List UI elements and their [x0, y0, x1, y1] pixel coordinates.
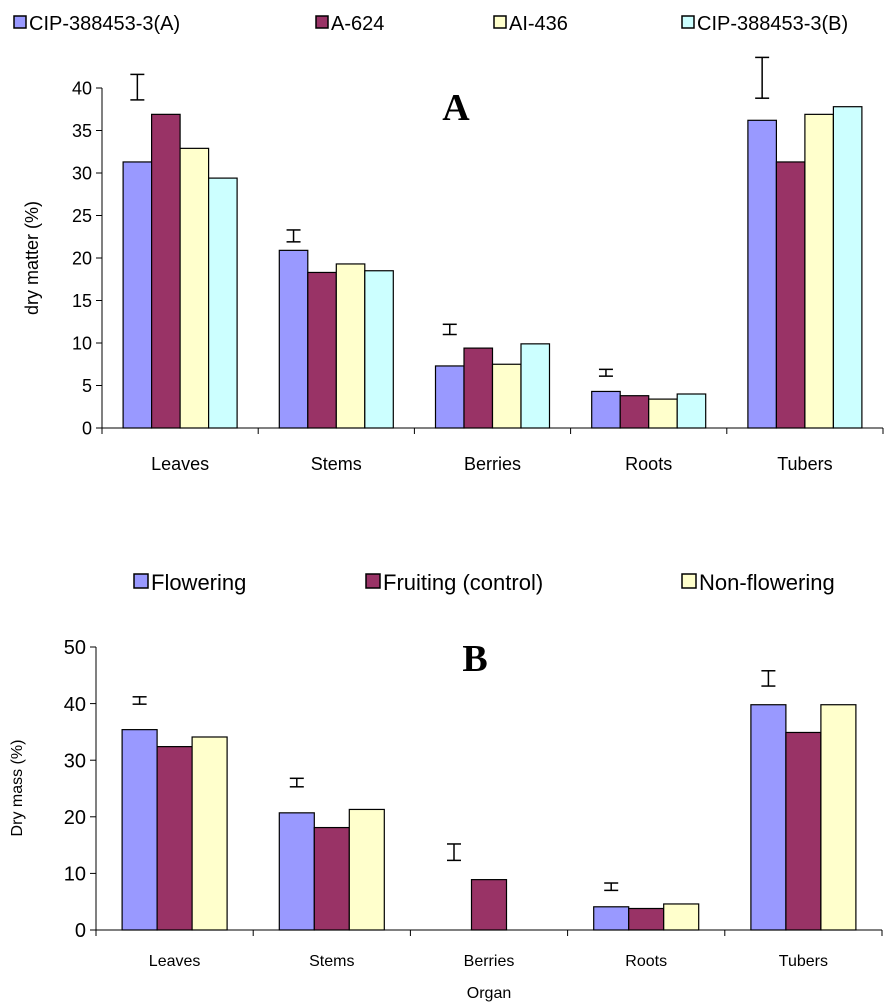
bar [775, 161, 806, 429]
x-tick-label: Tubers [777, 454, 832, 474]
legend-label: CIP-388453-3(B) [697, 13, 848, 35]
legend-swatch [681, 573, 697, 589]
bar [278, 249, 309, 429]
bar [750, 704, 787, 931]
bar [591, 390, 621, 429]
legend-label: Non-flowering [699, 570, 835, 595]
bar [278, 812, 315, 931]
bar [121, 729, 158, 931]
bar [151, 113, 181, 429]
x-tick-label: Leaves [149, 953, 201, 970]
legend-label: AI-436 [509, 13, 568, 35]
y-tick-label: 40 [64, 694, 86, 716]
bar [785, 731, 822, 931]
y-tick-label: 20 [72, 248, 92, 268]
bar [820, 704, 857, 931]
y-tick-label: 25 [72, 206, 92, 226]
y-tick-label: 30 [72, 163, 92, 183]
x-tick-label: Stems [309, 953, 354, 970]
chart-panel-a: CIP-388453-3(A) A-624 AI-436 CIP-388453-3(B… [13, 13, 884, 474]
bar [364, 270, 394, 429]
legend-label: CIP-388453-3(A) [29, 13, 180, 35]
panel-label: B [462, 638, 487, 680]
legend-label: A-624 [331, 13, 384, 35]
legend-label: Flowering [151, 570, 246, 595]
bar [747, 119, 778, 429]
x-tick-label: Berries [464, 953, 515, 970]
bar [122, 161, 153, 429]
x-tick-label: Stems [311, 454, 362, 474]
bar [648, 398, 678, 429]
y-tick-label: 35 [72, 121, 92, 141]
legend-swatch [493, 15, 507, 29]
x-tick-label: Tubers [779, 953, 828, 970]
bar [676, 393, 707, 429]
y-axis-label: Dry mass (%) [9, 740, 26, 837]
bar [628, 907, 665, 931]
y-tick-label: 5 [82, 376, 92, 396]
x-tick-label: Roots [625, 454, 672, 474]
bar [520, 343, 551, 429]
legend-swatch [681, 15, 695, 29]
bar [208, 177, 238, 429]
y-tick-label: 30 [64, 750, 86, 772]
legend-swatch [365, 573, 381, 589]
bar [463, 347, 494, 429]
bar [470, 879, 508, 931]
bar [156, 746, 193, 931]
bar [179, 147, 210, 429]
bar [313, 826, 350, 931]
x-tick-label: Berries [464, 454, 521, 474]
y-tick-label: 10 [64, 864, 86, 886]
bar [593, 906, 630, 931]
y-axis-label: dry matter (%) [22, 201, 42, 315]
bar [804, 113, 835, 429]
x-axis-label: Organ [467, 985, 511, 1002]
y-tick-label: 40 [72, 78, 92, 98]
y-tick-label: 50 [64, 637, 86, 659]
bar [335, 263, 366, 429]
bar [191, 736, 228, 931]
y-tick-label: 10 [72, 333, 92, 353]
chart-panel-b: Flowering Fruiting (control) Non-flowering… [9, 570, 883, 1002]
y-tick-label: 0 [82, 418, 92, 438]
y-tick-label: 15 [72, 291, 92, 311]
legend-swatch [315, 15, 329, 29]
bar [491, 363, 522, 429]
bar [307, 271, 337, 429]
legend-label: Fruiting (control) [383, 570, 543, 595]
legend-swatch [133, 573, 149, 589]
y-tick-label: 20 [64, 807, 86, 829]
y-tick-label: 0 [75, 920, 86, 942]
x-tick-label: Leaves [151, 454, 209, 474]
bar [832, 106, 863, 429]
bar [348, 808, 385, 931]
bar [663, 903, 700, 931]
panel-label: A [442, 87, 470, 129]
bar [619, 395, 650, 429]
x-tick-label: Roots [625, 953, 667, 970]
legend-swatch [13, 15, 27, 29]
bar [434, 365, 465, 429]
